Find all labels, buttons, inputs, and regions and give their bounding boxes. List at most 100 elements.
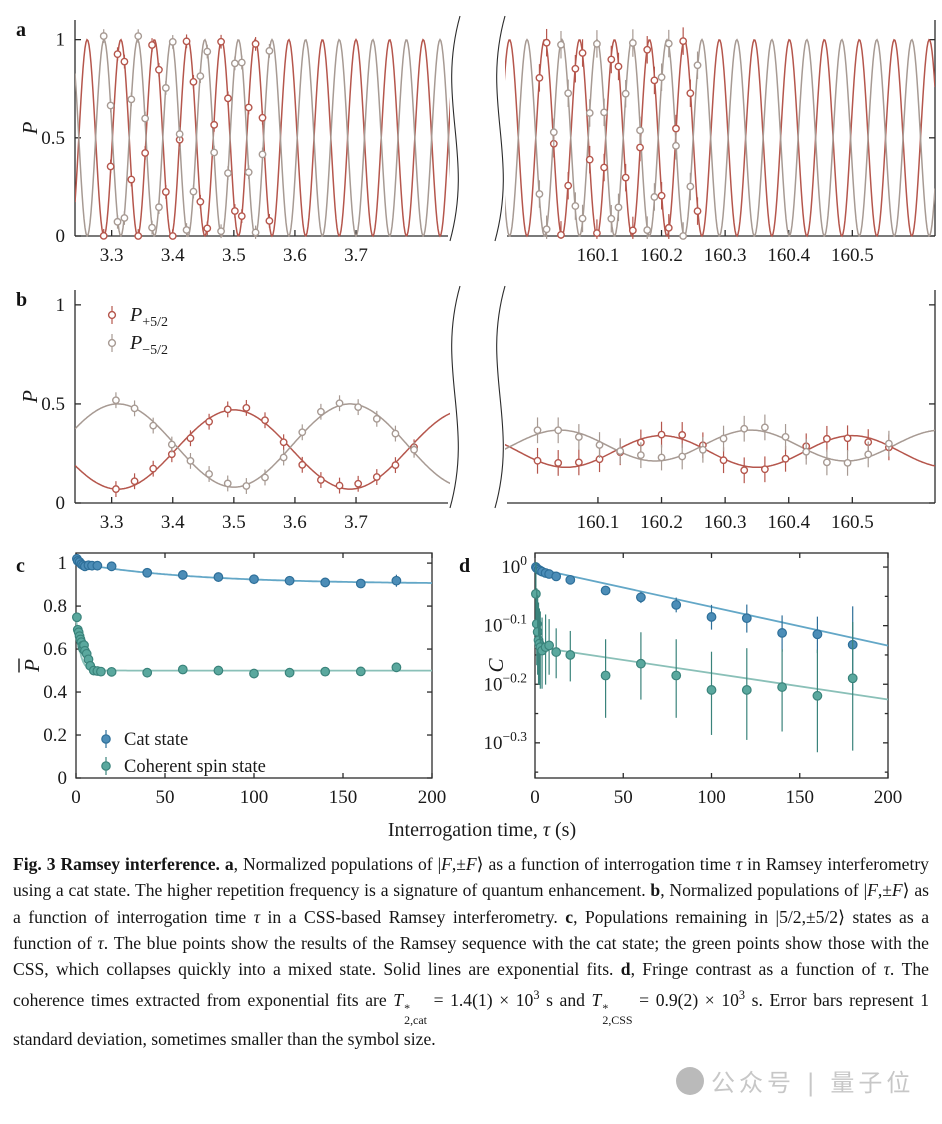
panel_c-legend: Cat state Coherent spin state	[101, 730, 266, 777]
panel_b-points-red	[112, 399, 418, 498]
panel_b-points-red	[533, 421, 893, 484]
panel_c-points-blue	[71, 553, 402, 589]
panel_a-letter: a	[16, 19, 26, 41]
watermark: 公众号 | 量子位	[676, 1063, 914, 1098]
panel_a-y-axis-label: P	[18, 121, 42, 135]
svg-text:160.3: 160.3	[704, 245, 747, 266]
svg-text:0: 0	[58, 768, 68, 789]
svg-text:50: 50	[156, 787, 175, 808]
panel_a-segment-1: 160.1 160.2 160.3 160.4 160.5	[494, 15, 936, 266]
panel_a-axes-0: 0 0.5 1 3.3 3.4 3.5 3.6 3.7	[41, 20, 448, 266]
panel_b-legend-item-0: P+5/2	[129, 304, 168, 330]
panel_a-curve-red	[505, 38, 935, 238]
svg-text:C: C	[484, 658, 508, 673]
svg-text:160.5: 160.5	[831, 512, 874, 533]
panel_c-letter: c	[16, 555, 25, 577]
svg-text:3.6: 3.6	[283, 245, 307, 266]
svg-text:160.5: 160.5	[831, 245, 874, 266]
panel_b-axis-break-wave-1	[494, 285, 506, 509]
svg-text:160.2: 160.2	[640, 512, 683, 533]
panel_b-points-gray	[533, 414, 893, 476]
panel_d-group: d 0 50 100 150 200 100 10−0.1 10−0.2 10−0.3 C	[459, 552, 903, 808]
panel_c-legend-item-1: Coherent spin state	[124, 757, 266, 777]
svg-text:200: 200	[418, 787, 447, 808]
panel_c-points-teal	[71, 612, 402, 679]
panel_c-legend-item-0: Cat state	[124, 730, 188, 750]
panel_b-letter: b	[16, 289, 27, 311]
panel_a-points-red	[99, 34, 274, 240]
svg-text:0.5: 0.5	[41, 394, 65, 415]
panel_b-axes-0: 0 0.5 1 3.3 3.4 3.5 3.6 3.7	[41, 290, 448, 533]
svg-text:P: P	[18, 121, 42, 135]
svg-text:3.6: 3.6	[283, 512, 307, 533]
svg-text:0: 0	[530, 787, 540, 808]
svg-text:100: 100	[501, 553, 527, 578]
panel_d-y-axis-label: C	[484, 658, 508, 673]
svg-text:3.5: 3.5	[222, 245, 246, 266]
svg-text:3.3: 3.3	[100, 245, 124, 266]
panel_a-axis-break-wave-1	[494, 15, 506, 242]
svg-text:0.4: 0.4	[43, 682, 67, 703]
panel_b-segment-1: 160.1 160.2 160.3 160.4 160.5	[494, 285, 936, 533]
svg-text:1: 1	[56, 30, 66, 51]
shared-x-axis-label: Interrogation time, τ (s)	[388, 819, 576, 841]
panel_d-letter: d	[459, 555, 470, 577]
panel_a-segment-0: 0 0.5 1 3.3 3.4 3.5 3.6 3.7	[41, 15, 461, 266]
panel_a-points-gray	[99, 29, 274, 239]
svg-text:0.6: 0.6	[43, 639, 67, 660]
panel_b-legend-item-1: P−5/2	[129, 332, 168, 358]
watermark-logo-icon	[676, 1066, 704, 1095]
panel_a-curve-gray	[75, 38, 450, 238]
svg-text:3.4: 3.4	[161, 512, 185, 533]
svg-text:160.2: 160.2	[640, 245, 683, 266]
svg-text:0.5: 0.5	[41, 128, 65, 149]
svg-text:0.2: 0.2	[43, 725, 67, 746]
panel_c-y-axis-label: P	[18, 658, 44, 673]
svg-text:160.4: 160.4	[767, 512, 810, 533]
watermark-text: 公众号 | 量子位	[711, 1069, 915, 1097]
svg-text:3.7: 3.7	[344, 245, 368, 266]
svg-text:50: 50	[614, 787, 633, 808]
svg-text:3.5: 3.5	[222, 512, 246, 533]
panel_d-axes: 0 50 100 150 200 100 10−0.1 10−0.2 10−0.3	[484, 553, 903, 808]
svg-text:100: 100	[697, 787, 726, 808]
panel_a-points-red	[535, 27, 702, 239]
panel_b-segment-0: 0 0.5 1 3.3 3.4 3.5 3.6 3.7	[41, 285, 461, 533]
panel_c-axes: 0 50 100 150 200 0 0.2 0.4 0.6 0.8 1	[43, 553, 446, 808]
panel_a-points-gray	[535, 29, 702, 240]
figure-caption: Fig. 3 Ramsey interference. a, Normalize…	[0, 851, 942, 1052]
panel_b-points-gray	[112, 392, 418, 494]
svg-text:1: 1	[58, 553, 68, 574]
svg-text:0: 0	[56, 493, 66, 514]
panel_d-points-teal	[530, 562, 858, 753]
svg-text:3.3: 3.3	[100, 512, 124, 533]
svg-text:3.4: 3.4	[161, 245, 185, 266]
svg-text:P: P	[20, 659, 44, 673]
panel_b-axis-break-wave-0	[449, 285, 461, 509]
svg-text:160.4: 160.4	[767, 245, 810, 266]
svg-text:200: 200	[874, 787, 903, 808]
panel_a-axis-break-wave-0	[449, 15, 461, 242]
svg-text:0: 0	[71, 787, 81, 808]
svg-text:1: 1	[56, 295, 66, 316]
svg-text:150: 150	[329, 787, 358, 808]
panel_b-y-axis-label: P	[18, 390, 42, 404]
panel_b-curve-red	[505, 434, 935, 469]
svg-text:160.1: 160.1	[577, 245, 620, 266]
panel_c-fit-teal	[75, 616, 432, 672]
svg-text:10−0.3: 10−0.3	[484, 729, 528, 754]
svg-text:150: 150	[786, 787, 815, 808]
panel_b-axes-1: 160.1 160.2 160.3 160.4 160.5	[507, 290, 936, 533]
svg-text:P: P	[18, 390, 42, 404]
svg-text:160.3: 160.3	[704, 512, 747, 533]
svg-text:0: 0	[56, 226, 66, 247]
panel_c-group: c 0 50 100 150 200 0 0.2 0.4 0.6 0.8 1 P Cat state Coh…	[16, 552, 446, 808]
panel_a-curve-gray	[505, 38, 935, 238]
figure-caption-text: Fig. 3 Ramsey interference. a, Normalize…	[13, 854, 930, 1050]
svg-text:10−0.2: 10−0.2	[484, 670, 528, 695]
panel_b-curve-gray	[505, 429, 935, 462]
